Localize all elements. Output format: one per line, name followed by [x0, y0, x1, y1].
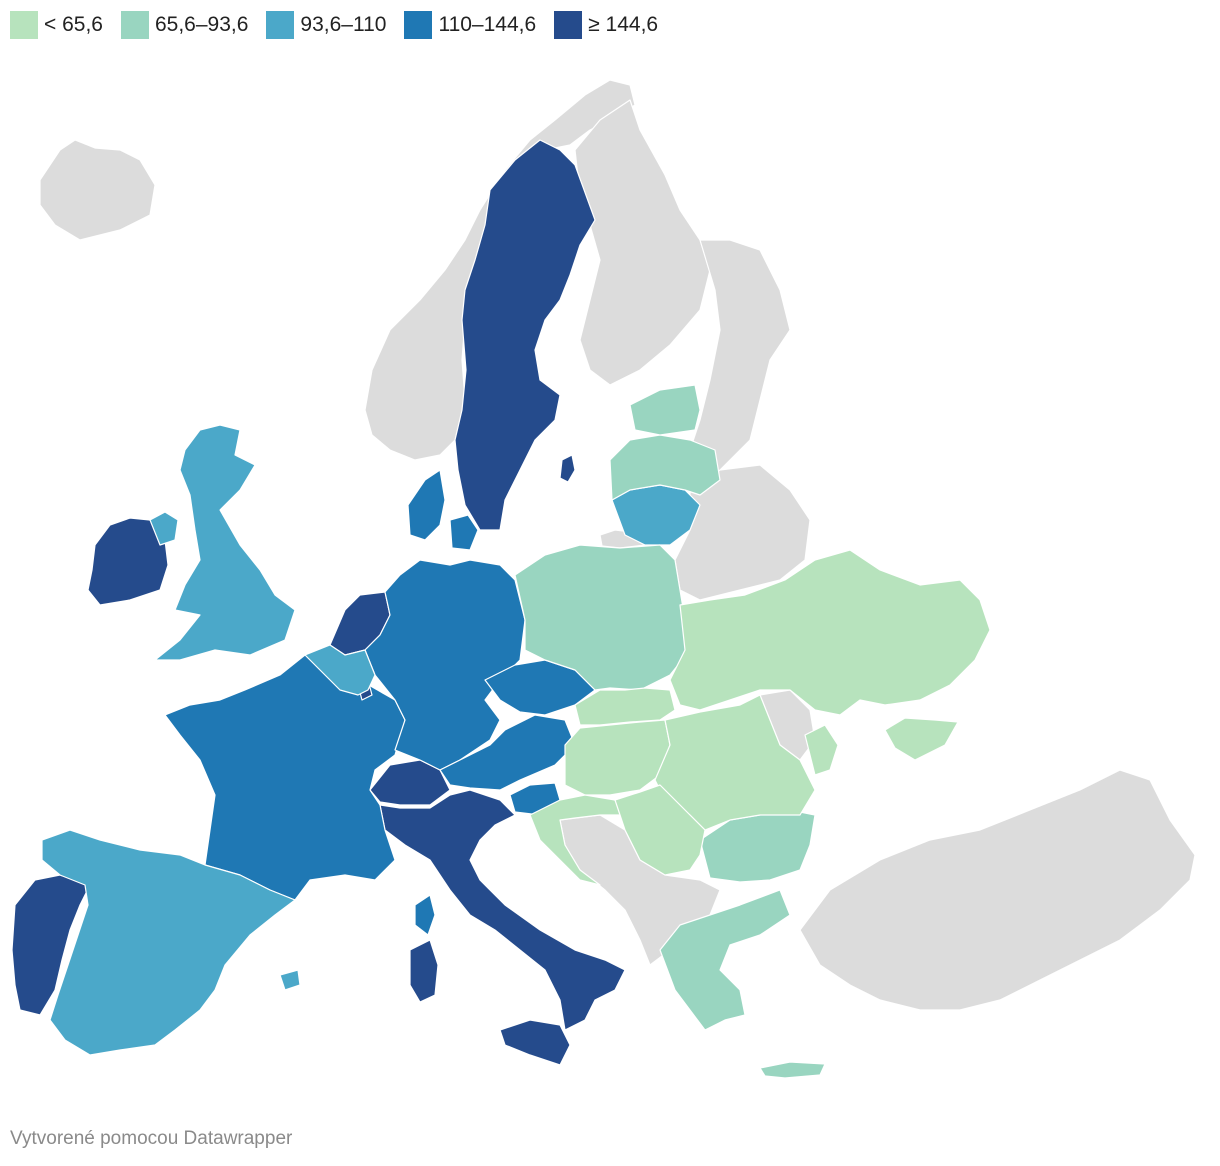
country-sicily[interactable] — [499, 1019, 571, 1066]
country-corsica[interactable] — [414, 894, 436, 936]
country-russia-west[interactable] — [689, 239, 791, 481]
legend-label: 110–144,6 — [438, 13, 537, 36]
country-spain[interactable] — [41, 829, 296, 1056]
country-italy[interactable] — [379, 789, 626, 1031]
country-sweden[interactable] — [454, 139, 596, 531]
legend-swatch — [554, 11, 583, 39]
country-northern-ireland[interactable] — [149, 511, 179, 546]
country-belgium[interactable] — [304, 644, 376, 696]
legend-item-bin-2: 93,6–110 — [266, 11, 386, 39]
country-latvia[interactable] — [609, 434, 721, 501]
legend-swatch — [404, 11, 433, 39]
country-czechia[interactable] — [484, 659, 596, 716]
country-moldova[interactable] — [804, 724, 839, 776]
legend-swatch — [120, 11, 149, 39]
country-serbia[interactable] — [614, 784, 706, 876]
legend-item-bin-1: 65,6–93,6 — [120, 11, 249, 39]
country-switzerland[interactable] — [369, 759, 451, 806]
country-hungary[interactable] — [564, 719, 671, 796]
credit-text: Vytvorené pomocou Datawrapper — [10, 1128, 293, 1149]
country-gotland[interactable] — [559, 454, 576, 483]
map-legend: < 65,6 65,6–93,6 93,6–110 110–144,6 ≥ 14… — [10, 11, 676, 39]
legend-item-bin-4: ≥ 144,6 — [554, 11, 658, 39]
country-crimea[interactable] — [884, 717, 959, 761]
country-ukraine[interactable] — [669, 549, 991, 716]
country-iceland[interactable] — [39, 139, 156, 241]
legend-label: 65,6–93,6 — [154, 13, 249, 36]
country-ireland[interactable] — [87, 517, 169, 606]
legend-swatch — [10, 11, 38, 39]
legend-label: ≥ 144,6 — [588, 13, 659, 36]
legend-item-bin-3: 110–144,6 — [404, 11, 536, 39]
country-estonia[interactable] — [629, 384, 701, 436]
legend-label: < 65,6 — [44, 13, 103, 36]
country-crete[interactable] — [759, 1061, 826, 1079]
legend-label: 93,6–110 — [300, 13, 387, 36]
country-finland[interactable] — [574, 99, 711, 386]
country-slovakia[interactable] — [574, 687, 676, 726]
legend-item-bin-0: < 65,6 — [10, 11, 103, 39]
europe-choropleth-map — [0, 55, 1220, 1115]
country-denmark-islands[interactable] — [449, 514, 479, 551]
country-france[interactable] — [164, 654, 406, 901]
country-denmark[interactable] — [407, 469, 446, 541]
country-croatia[interactable] — [529, 794, 626, 886]
country-sardinia[interactable] — [409, 939, 439, 1003]
country-great-britain[interactable] — [154, 424, 296, 661]
legend-swatch — [266, 11, 295, 39]
country-greece[interactable] — [659, 889, 791, 1031]
country-balearic[interactable] — [279, 969, 301, 991]
country-turkey[interactable] — [799, 769, 1196, 1011]
